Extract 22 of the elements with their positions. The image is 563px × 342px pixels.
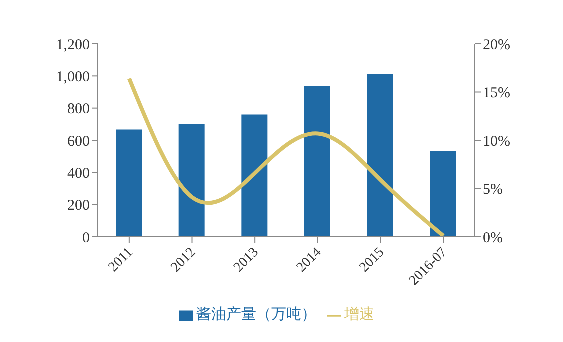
y2-tick-label: 15%: [483, 86, 510, 102]
bar: [304, 86, 330, 237]
y2-tick-label: 10%: [483, 134, 510, 150]
y-tick-label: 1,000: [56, 69, 90, 86]
bar: [242, 114, 268, 237]
y-tick-label: 0: [82, 230, 90, 246]
bar: [116, 130, 142, 237]
y-tick-label: 600: [68, 134, 90, 150]
line-series: [127, 76, 446, 237]
bar: [178, 124, 205, 237]
bar: [367, 74, 394, 237]
x-tick-label: 2011: [106, 245, 136, 276]
y2-tick-label: 20%: [483, 37, 510, 54]
legend-label: 酱油产量（万吨）: [196, 307, 316, 323]
bar: [430, 151, 456, 237]
y-tick-label: 400: [68, 166, 90, 182]
y2-tick-label: 0%: [483, 230, 503, 246]
y2-tick-label: 5%: [483, 182, 503, 198]
y-tick-label: 800: [68, 102, 90, 118]
y-tick-label: 1,200: [56, 37, 90, 54]
legend-label: 增速: [344, 307, 374, 323]
y-tick-label: 200: [68, 198, 90, 214]
